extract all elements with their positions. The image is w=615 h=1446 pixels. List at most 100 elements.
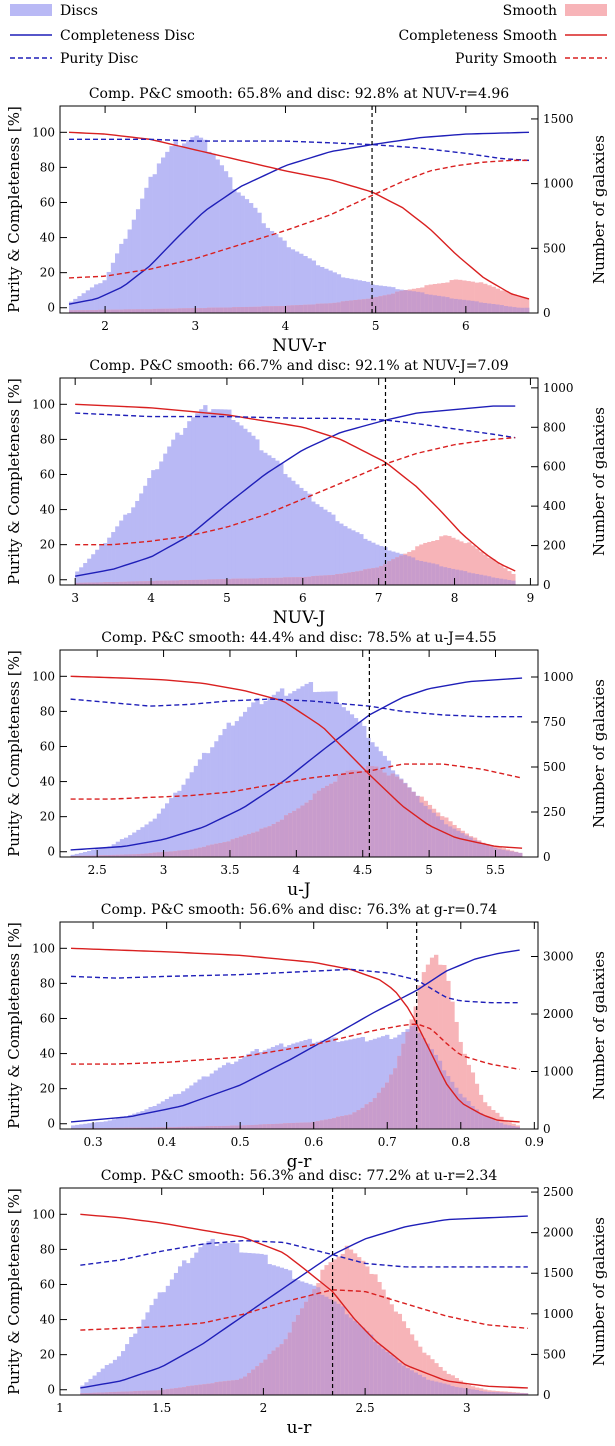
overlap-bar [491,303,496,313]
disc-bar [349,278,354,313]
disc-bar [211,153,216,313]
overlap-bar [202,308,208,313]
disc-bar [143,485,148,585]
disc-bar [275,1266,280,1395]
overlap-bar [512,307,517,313]
smooth-bar [422,1352,427,1395]
disc-bar [148,1106,153,1129]
disc-bar [182,1260,187,1395]
disc-bar [139,493,144,585]
overlap-bar [218,1381,224,1395]
overlap-bar [475,574,480,585]
overlap-bar [279,577,284,585]
overlap-bar [165,308,170,313]
disc-bar [125,1344,130,1395]
smooth-bar [369,1273,374,1395]
overlap-bar [364,1104,370,1129]
overlap-bar [152,1127,157,1129]
overlap-bar [499,1392,504,1395]
y-right-tick-label: 0 [543,1122,551,1136]
overlap-bar [474,1109,480,1129]
overlap-bar [361,1327,366,1395]
disc-bar [243,1252,248,1395]
y-left-tick-label: 80 [40,432,55,446]
disc-bar [115,1117,121,1129]
overlap-bar [311,576,316,585]
disc-bar [80,1385,85,1395]
overlap-bar [365,298,371,313]
disc-bar [144,824,149,857]
overlap-bar [361,299,367,313]
overlap-bar [348,1317,354,1395]
x-tick-label: 6 [462,319,470,333]
overlap-bar [136,854,141,857]
overlap-bar [335,574,340,585]
overlap-bar [215,307,220,313]
overlap-bar [185,1126,190,1129]
disc-bar [242,711,248,857]
disc-bar [160,1101,166,1129]
disc-bar [75,571,80,585]
smooth-bar [516,295,521,313]
disc-bar [96,1372,101,1395]
overlap-bar [106,309,112,313]
disc-bar [144,187,149,313]
overlap-bar [464,835,470,857]
overlap-bar [206,845,211,857]
overlap-bar [393,1068,398,1129]
y-right-tick-label: 1000 [543,1307,574,1321]
overlap-bar [511,580,516,585]
disc-bar [135,500,140,585]
disc-bar [375,544,380,585]
y-right-tick-label: 2000 [543,1226,574,1240]
overlap-bar [403,783,408,857]
chart-svg-u-r: 1 1.5 2 2.5 30204060801000500100015002000250… [5,1168,608,1438]
overlap-bar [516,307,521,313]
smooth-bar [491,559,496,585]
overlap-bar [185,849,190,857]
disc-bar [84,1382,89,1395]
disc-bar [353,279,358,313]
disc-bar [335,521,340,585]
disc-bar [177,146,183,313]
overlap-bar [328,1299,333,1395]
smooth-bar [393,1311,398,1395]
overlap-bar [243,578,248,585]
overlap-bar [175,580,180,585]
overlap-bar [234,837,240,857]
chart-title: Comp. P&C smooth: 44.4% and disc: 78.5% … [101,630,496,646]
overlap-bar [111,582,116,585]
overlap-bar [284,815,289,857]
x-tick-label: 5 [372,319,380,333]
overlap-bar [524,307,530,313]
overlap-bar [501,849,506,857]
overlap-bar [251,832,256,857]
disc-bar [255,697,260,857]
overlap-bar [376,1092,382,1129]
overlap-bar [495,578,500,585]
disc-bar [379,546,384,585]
overlap-bar [299,304,304,313]
overlap-bar [198,1384,203,1395]
overlap-bar [487,1391,492,1395]
disc-bar [207,411,212,585]
overlap-bar [77,310,82,313]
disc-bar [207,151,212,313]
overlap-bar [125,1391,130,1395]
disc-bar [197,1079,202,1129]
smooth-bar [495,1112,500,1129]
disc-bar [145,1312,150,1395]
overlap-bar [378,769,383,857]
disc-bar [279,463,284,585]
disc-bar [129,1336,134,1395]
overlap-bar [139,581,144,585]
smooth-bar [478,1094,484,1129]
y-right-tick-label: 2500 [543,1185,574,1199]
overlap-bar [255,831,260,857]
smooth-bar [482,283,488,313]
overlap-bar [449,298,455,313]
disc-bar [316,691,322,857]
overlap-bar [447,568,452,585]
disc-bar [140,1111,145,1129]
y-right-axis-label: Number of galaxies [590,679,608,828]
